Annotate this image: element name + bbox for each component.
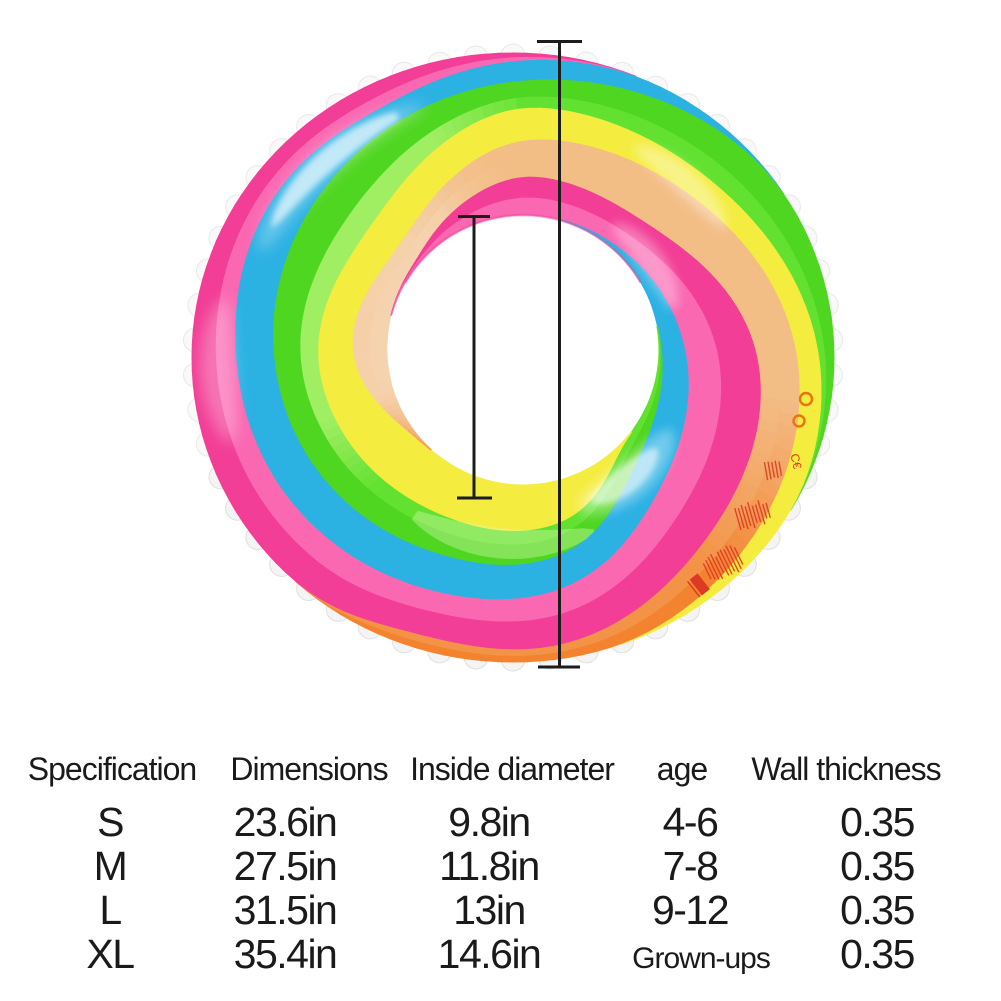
svg-text:Inside diameter: Inside diameter bbox=[410, 751, 615, 787]
svg-text:age: age bbox=[657, 751, 708, 787]
svg-text:L: L bbox=[99, 887, 121, 933]
svg-text:9-12: 9-12 bbox=[652, 887, 728, 933]
svg-text:11.8in: 11.8in bbox=[439, 843, 539, 889]
svg-text:XL: XL bbox=[86, 931, 134, 977]
svg-text:9.8in: 9.8in bbox=[448, 799, 529, 845]
svg-text:0.35: 0.35 bbox=[840, 887, 914, 933]
svg-text:0.35: 0.35 bbox=[840, 799, 914, 845]
svg-text:23.6in: 23.6in bbox=[234, 799, 337, 845]
svg-text:31.5in: 31.5in bbox=[234, 887, 337, 933]
svg-text:7-8: 7-8 bbox=[663, 843, 718, 889]
svg-text:35.4in: 35.4in bbox=[234, 931, 337, 977]
svg-text:C€: C€ bbox=[787, 452, 804, 470]
svg-text:M: M bbox=[94, 843, 127, 889]
svg-text:4-6: 4-6 bbox=[663, 799, 718, 845]
svg-text:0.35: 0.35 bbox=[840, 843, 914, 889]
svg-text:Specification: Specification bbox=[28, 751, 196, 787]
svg-text:13in: 13in bbox=[453, 887, 525, 933]
svg-text:Wall thickness: Wall thickness bbox=[751, 751, 940, 787]
svg-text:Grown-ups: Grown-ups bbox=[632, 942, 770, 975]
svg-text:0.35: 0.35 bbox=[840, 931, 914, 977]
svg-text:27.5in: 27.5in bbox=[234, 843, 337, 889]
svg-text:Dimensions: Dimensions bbox=[230, 751, 387, 787]
svg-text:14.6in: 14.6in bbox=[438, 931, 541, 977]
svg-text:S: S bbox=[97, 799, 123, 845]
